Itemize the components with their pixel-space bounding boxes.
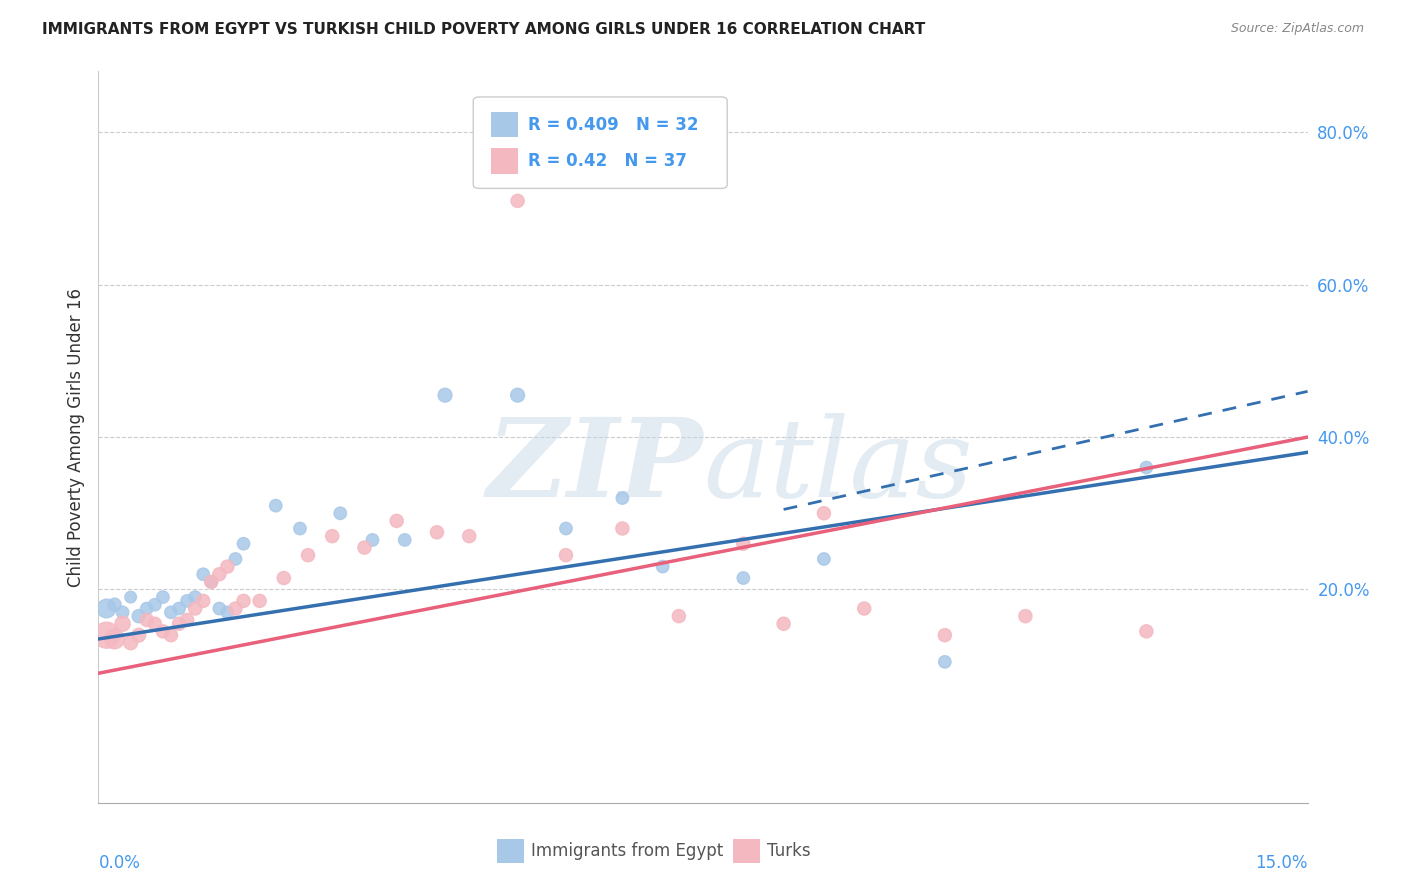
Point: [135, 613, 157, 627]
FancyBboxPatch shape: [474, 97, 727, 188]
Point: [321, 529, 343, 543]
Point: [506, 194, 529, 208]
Text: R = 0.409   N = 32: R = 0.409 N = 32: [527, 116, 699, 134]
Point: [184, 590, 207, 604]
Point: [152, 624, 174, 639]
Point: [160, 628, 183, 642]
Point: [733, 537, 755, 551]
Point: [167, 616, 190, 631]
Point: [288, 521, 311, 535]
Text: ZIP: ZIP: [486, 413, 703, 520]
Point: [167, 601, 190, 615]
Point: [103, 598, 125, 612]
Point: [329, 506, 352, 520]
Point: [934, 628, 956, 642]
Point: [160, 605, 183, 619]
Point: [612, 491, 634, 505]
Point: [1014, 609, 1036, 624]
Point: [458, 529, 481, 543]
Point: [120, 636, 142, 650]
Bar: [734, 838, 759, 863]
Bar: [492, 148, 517, 174]
Point: [184, 601, 207, 615]
Y-axis label: Child Poverty Among Girls Under 16: Child Poverty Among Girls Under 16: [66, 287, 84, 587]
Point: [208, 601, 231, 615]
Point: [200, 574, 222, 589]
Text: IMMIGRANTS FROM EGYPT VS TURKISH CHILD POVERTY AMONG GIRLS UNDER 16 CORRELATION : IMMIGRANTS FROM EGYPT VS TURKISH CHILD P…: [42, 22, 925, 37]
Text: R = 0.42   N = 37: R = 0.42 N = 37: [527, 153, 686, 170]
Point: [111, 605, 134, 619]
Point: [273, 571, 295, 585]
Point: [176, 594, 198, 608]
Point: [361, 533, 384, 547]
Point: [224, 601, 246, 615]
Bar: [498, 838, 524, 863]
Text: 15.0%: 15.0%: [1256, 854, 1308, 872]
Point: [143, 598, 166, 612]
Point: [394, 533, 416, 547]
Point: [1135, 460, 1157, 475]
Point: [249, 594, 271, 608]
Point: [232, 594, 254, 608]
Point: [143, 616, 166, 631]
Point: [96, 601, 118, 615]
Point: [353, 541, 375, 555]
Point: [217, 605, 239, 619]
Point: [193, 567, 215, 582]
Point: [813, 552, 835, 566]
Point: [1135, 624, 1157, 639]
Point: [135, 601, 157, 615]
Point: [651, 559, 673, 574]
Point: [555, 548, 578, 562]
Text: Immigrants from Egypt: Immigrants from Egypt: [531, 842, 724, 860]
Point: [200, 574, 222, 589]
Point: [120, 590, 142, 604]
Point: [506, 388, 529, 402]
Point: [128, 609, 150, 624]
Point: [264, 499, 287, 513]
Text: Source: ZipAtlas.com: Source: ZipAtlas.com: [1230, 22, 1364, 36]
Point: [128, 628, 150, 642]
Point: [297, 548, 319, 562]
Point: [853, 601, 876, 615]
Point: [176, 613, 198, 627]
Point: [772, 616, 794, 631]
Point: [668, 609, 690, 624]
Point: [426, 525, 449, 540]
Point: [385, 514, 408, 528]
Bar: [492, 112, 517, 137]
Point: [434, 388, 457, 402]
Point: [612, 521, 634, 535]
Point: [555, 521, 578, 535]
Point: [193, 594, 215, 608]
Point: [111, 616, 134, 631]
Text: Turks: Turks: [768, 842, 811, 860]
Point: [232, 537, 254, 551]
Point: [96, 628, 118, 642]
Point: [217, 559, 239, 574]
Point: [103, 632, 125, 646]
Point: [813, 506, 835, 520]
Text: atlas: atlas: [703, 413, 973, 520]
Point: [733, 571, 755, 585]
Point: [224, 552, 246, 566]
Text: 0.0%: 0.0%: [98, 854, 141, 872]
Point: [152, 590, 174, 604]
Point: [934, 655, 956, 669]
Point: [208, 567, 231, 582]
